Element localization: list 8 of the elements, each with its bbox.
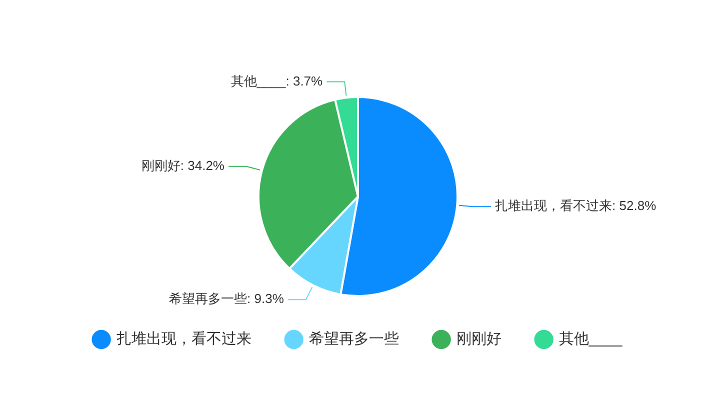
data-label: 其他____: 3.7%	[230, 73, 324, 88]
data-label: 扎堆出现，看不过来: 52.8%	[495, 198, 657, 214]
legend-label: 希望再多一些	[308, 330, 399, 348]
data-label: 希望再多一些: 9.3%	[169, 291, 284, 306]
data-label: 刚刚好: 34.2%	[141, 158, 225, 173]
legend-label: 扎堆出现，看不过来	[116, 330, 252, 348]
legend-label: 其他____	[558, 330, 623, 348]
legend-label: 刚刚好	[456, 330, 502, 348]
